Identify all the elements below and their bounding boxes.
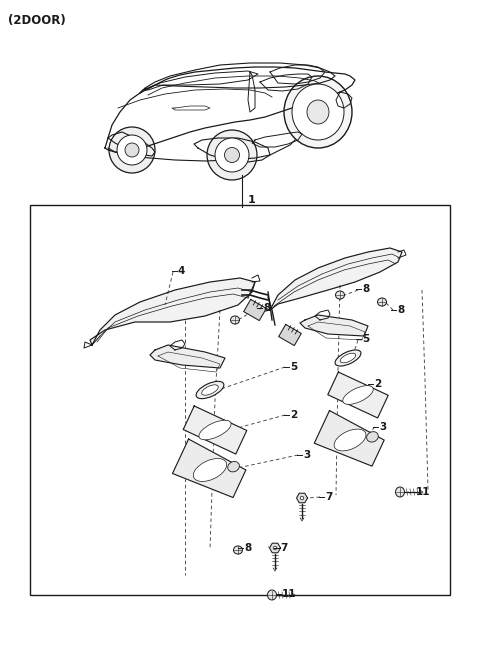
Polygon shape [244,299,266,320]
Ellipse shape [233,546,242,554]
Ellipse shape [207,130,257,180]
Polygon shape [314,411,384,466]
Text: 11: 11 [282,589,297,599]
Ellipse shape [273,546,277,550]
Text: 8: 8 [244,543,251,553]
Ellipse shape [336,291,345,299]
Polygon shape [90,278,255,345]
Ellipse shape [267,590,276,600]
Ellipse shape [117,135,147,165]
Ellipse shape [343,386,373,404]
Text: 1: 1 [248,195,256,205]
Text: 8: 8 [362,284,369,294]
Text: 3: 3 [303,450,310,460]
Polygon shape [172,439,246,498]
Ellipse shape [225,147,240,162]
Polygon shape [279,324,301,346]
Text: 7: 7 [280,543,288,553]
Ellipse shape [109,127,155,173]
Text: 2: 2 [290,410,297,420]
Ellipse shape [228,462,240,472]
Ellipse shape [125,143,139,157]
Ellipse shape [230,316,240,324]
Polygon shape [150,345,225,368]
Ellipse shape [196,381,224,399]
Polygon shape [297,493,308,503]
Ellipse shape [284,76,352,148]
Text: 8: 8 [263,303,270,313]
Text: 2: 2 [374,379,381,389]
Ellipse shape [202,384,218,395]
Polygon shape [328,372,388,418]
Text: 5: 5 [362,334,369,344]
Ellipse shape [215,138,249,172]
Ellipse shape [334,429,366,451]
Polygon shape [270,248,402,310]
Ellipse shape [340,353,356,363]
Ellipse shape [292,84,344,140]
Text: 8: 8 [397,305,404,315]
Text: 11: 11 [416,487,431,497]
Bar [30,205,450,595]
Text: 5: 5 [290,362,297,372]
Ellipse shape [307,100,329,124]
Polygon shape [300,315,368,336]
Text: 7: 7 [325,492,332,502]
Ellipse shape [193,458,227,481]
Ellipse shape [396,487,405,497]
Ellipse shape [300,496,304,500]
Text: 4: 4 [178,266,185,276]
Ellipse shape [367,432,378,442]
Text: 3: 3 [379,422,386,432]
Ellipse shape [335,350,361,366]
Ellipse shape [377,298,386,306]
Polygon shape [183,406,247,454]
Polygon shape [269,543,280,553]
Text: (2DOOR): (2DOOR) [8,14,66,27]
Ellipse shape [199,421,231,440]
